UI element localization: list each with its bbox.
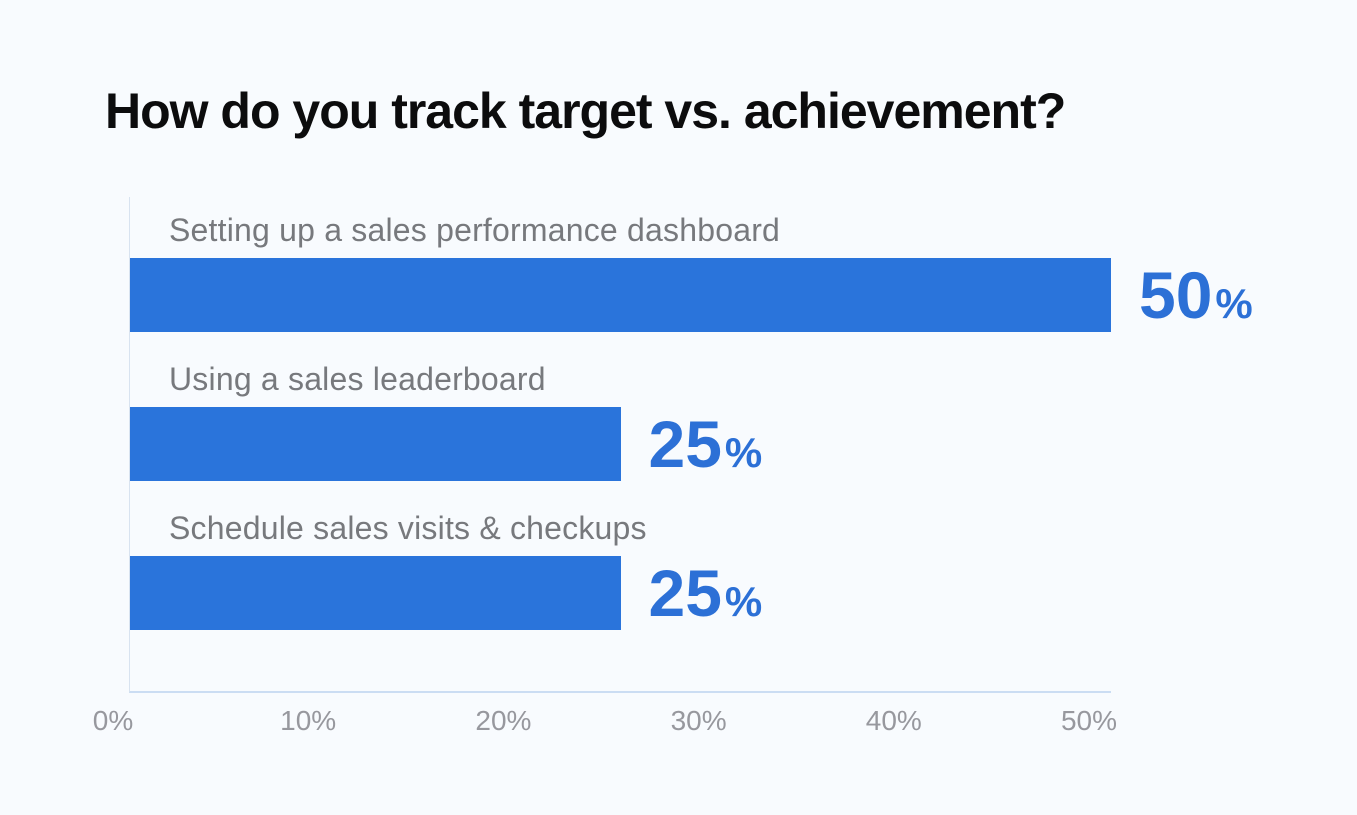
bar-row: Setting up a sales performance dashboard… bbox=[130, 197, 1253, 332]
bar-line: 25 % bbox=[130, 556, 1111, 630]
bar-value: 25 % bbox=[649, 411, 763, 477]
plot-area: Setting up a sales performance dashboard… bbox=[129, 197, 1253, 693]
tick-label: 0% bbox=[92, 705, 134, 736]
bar-row: Schedule sales visits & checkups 25 % bbox=[130, 495, 1111, 630]
percent-sign: % bbox=[1215, 280, 1253, 327]
bar-value-number: 25 bbox=[648, 407, 722, 481]
bar-label: Using a sales leaderboard bbox=[169, 361, 546, 397]
bar bbox=[130, 258, 1111, 332]
bar-value-number: 50 bbox=[1139, 258, 1213, 332]
tick-label: 50% bbox=[1060, 705, 1118, 736]
tick-label: 40% bbox=[865, 705, 922, 736]
tick-label: 10% bbox=[280, 705, 337, 736]
x-axis-ticks: 0% 10% 20% 30% 40% 50% bbox=[93, 705, 1117, 740]
bar-label: Setting up a sales performance dashboard bbox=[169, 212, 781, 248]
bar-row: Using a sales leaderboard 25 % bbox=[130, 346, 1111, 481]
bar-line: 50 % bbox=[130, 258, 1253, 332]
bar-value: 25 % bbox=[649, 560, 763, 626]
bar bbox=[130, 407, 621, 481]
tick-label: 20% bbox=[475, 705, 532, 736]
tick-label: 30% bbox=[670, 705, 727, 736]
percent-sign: % bbox=[724, 429, 763, 476]
bar-value-number: 25 bbox=[648, 556, 722, 630]
bar-line: 25 % bbox=[130, 407, 1111, 481]
percent-sign: % bbox=[724, 578, 763, 625]
chart-title: How do you track target vs. achievement? bbox=[105, 83, 1066, 139]
bar-value: 50 % bbox=[1139, 262, 1253, 328]
bar bbox=[130, 556, 621, 630]
bar-label: Schedule sales visits & checkups bbox=[169, 510, 647, 546]
